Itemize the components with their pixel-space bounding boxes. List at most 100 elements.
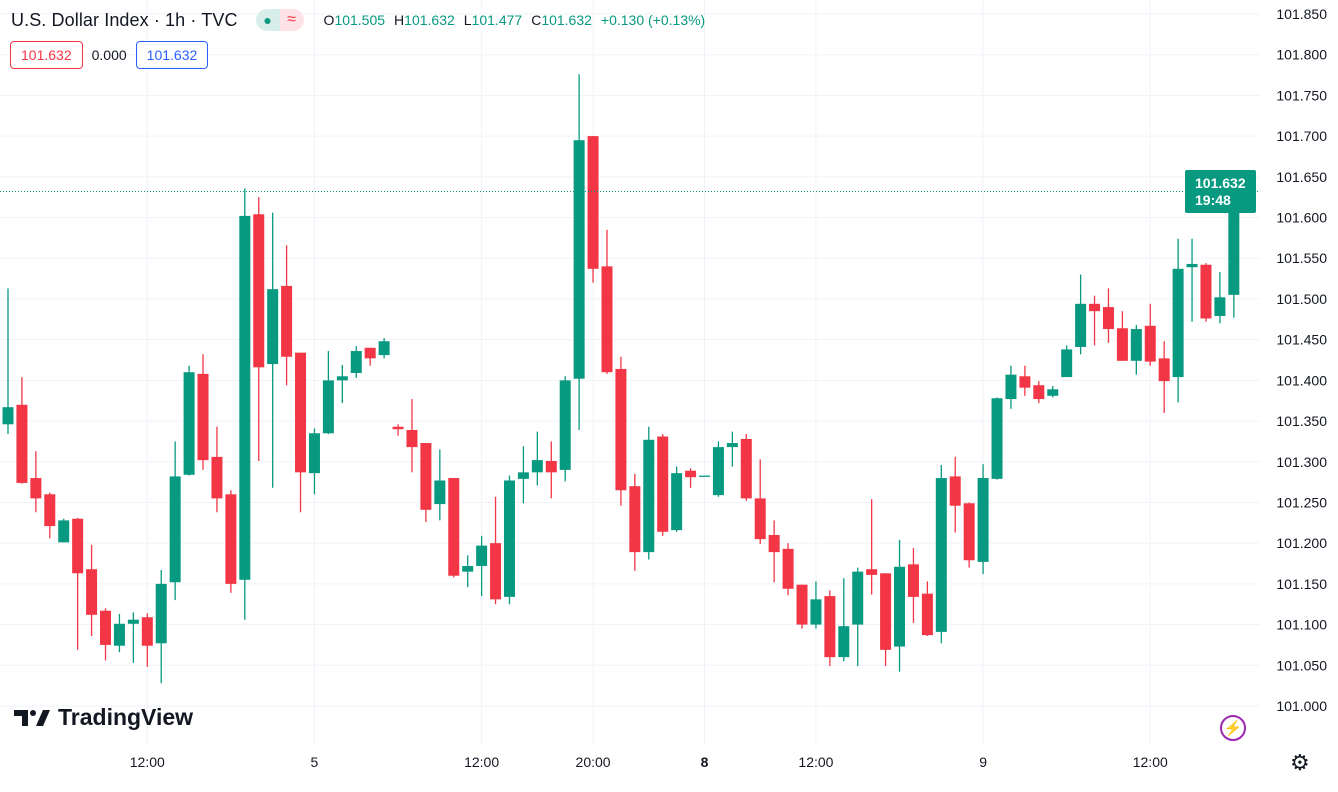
time-tick-label: 9 [979, 754, 987, 770]
candle-body [1005, 374, 1017, 400]
candle-down [963, 502, 975, 568]
candle-down [921, 581, 933, 636]
candle-body [726, 443, 738, 448]
candle-up [183, 365, 195, 476]
candle-body [392, 426, 404, 430]
candle-up [671, 466, 683, 532]
tradingview-logo[interactable]: TradingView [14, 704, 193, 731]
candle-up [838, 578, 850, 662]
candle-body [977, 478, 989, 562]
candle-body [197, 373, 209, 461]
candle-body [963, 503, 975, 561]
candle-down [629, 473, 641, 571]
candle-down [392, 424, 404, 436]
change-value: +0.130 (+0.13%) [600, 12, 706, 28]
candle-up [991, 397, 1003, 480]
close-label: C [531, 12, 542, 28]
open-value: 101.505 [334, 12, 386, 28]
candle-down [1089, 295, 1101, 346]
candle-up [977, 464, 989, 575]
high-value: 101.632 [404, 12, 455, 28]
candle-body [1228, 191, 1240, 295]
candle-body [295, 352, 307, 473]
candle-down [1102, 288, 1114, 343]
candle-down [281, 245, 293, 386]
candle-down [420, 443, 432, 522]
candle-up [308, 428, 320, 495]
candle-body [378, 341, 390, 356]
candle-body [267, 289, 279, 365]
candle-up [322, 351, 334, 435]
candle-body [699, 475, 710, 477]
price-tick-label: 101.350 [1276, 413, 1327, 429]
symbol-title[interactable]: U.S. Dollar Index · 1h · TVC [11, 9, 238, 30]
time-axis[interactable]: 12:00 5 12:00 20:00 8 12:00 9 12:00 [130, 754, 1168, 770]
candle-down [796, 584, 808, 629]
candle-up [127, 612, 139, 663]
candle-body [476, 545, 488, 566]
candle-body [169, 476, 181, 583]
price-tick-label: 101.500 [1276, 291, 1327, 307]
candle-body [350, 351, 362, 374]
open-label: O [323, 12, 335, 28]
candle-body [907, 564, 919, 597]
lightning-icon[interactable]: ⚡ [1220, 715, 1246, 741]
candle-body [2, 407, 14, 425]
candle-body [225, 494, 237, 584]
candle-up [1075, 274, 1087, 355]
price-tick-label: 101.650 [1276, 169, 1327, 185]
candle-up [503, 475, 515, 605]
candle-body [448, 478, 460, 576]
candle-body [1089, 303, 1101, 312]
candle-body [503, 480, 515, 597]
price-axis[interactable]: 101.850 101.800 101.750 101.700 101.650 101.6… [1276, 6, 1327, 714]
candle-up [378, 338, 390, 359]
candle-body [44, 494, 56, 527]
candle-body [72, 518, 84, 574]
bar-countdown: 19:48 [1195, 192, 1231, 208]
candle-body [768, 535, 780, 553]
candle-body [796, 584, 808, 625]
candle-body [991, 398, 1003, 479]
price-tick-label: 101.750 [1276, 87, 1327, 103]
candle-down [1033, 381, 1045, 404]
candle-down [86, 544, 98, 636]
price-tick-label: 101.850 [1276, 6, 1327, 22]
candle-body [1102, 307, 1114, 330]
market-status[interactable]: ● ≈ [255, 9, 304, 31]
candle-up [894, 539, 906, 672]
time-tick-label: 20:00 [576, 754, 611, 770]
candle-up [1047, 386, 1059, 398]
time-tick-label: 12:00 [130, 754, 165, 770]
candle-body [671, 473, 683, 531]
buy-button[interactable]: 101.632 [135, 41, 209, 69]
candle-up [336, 364, 348, 404]
candle-down [1019, 365, 1031, 396]
price-tick-label: 101.250 [1276, 494, 1327, 510]
candle-body [1186, 263, 1198, 268]
candle-up [1005, 365, 1017, 409]
price-tick-label: 101.400 [1276, 372, 1327, 388]
candle-body [949, 476, 961, 506]
candle-body [838, 626, 850, 658]
candle-down [253, 197, 265, 461]
candle-down [601, 229, 613, 374]
sell-button[interactable]: 101.632 [10, 41, 83, 69]
candle-body [657, 436, 669, 532]
candle-body [545, 460, 557, 473]
gear-icon[interactable]: ⚙ [1290, 750, 1310, 775]
candle-body [58, 520, 70, 543]
candle-body [866, 569, 878, 575]
candle-down [72, 517, 84, 650]
candle-body [1214, 297, 1226, 317]
candle-up [1130, 324, 1142, 375]
candle-body [643, 439, 655, 553]
candle-body [921, 593, 933, 636]
candle-body [1061, 349, 1073, 378]
price-tick-label: 101.600 [1276, 210, 1327, 226]
trade-row: 101.632 0.000 101.632 [10, 41, 209, 69]
candle-down [406, 399, 418, 473]
candle-body [253, 214, 265, 368]
price-tick-label: 101.300 [1276, 454, 1327, 470]
